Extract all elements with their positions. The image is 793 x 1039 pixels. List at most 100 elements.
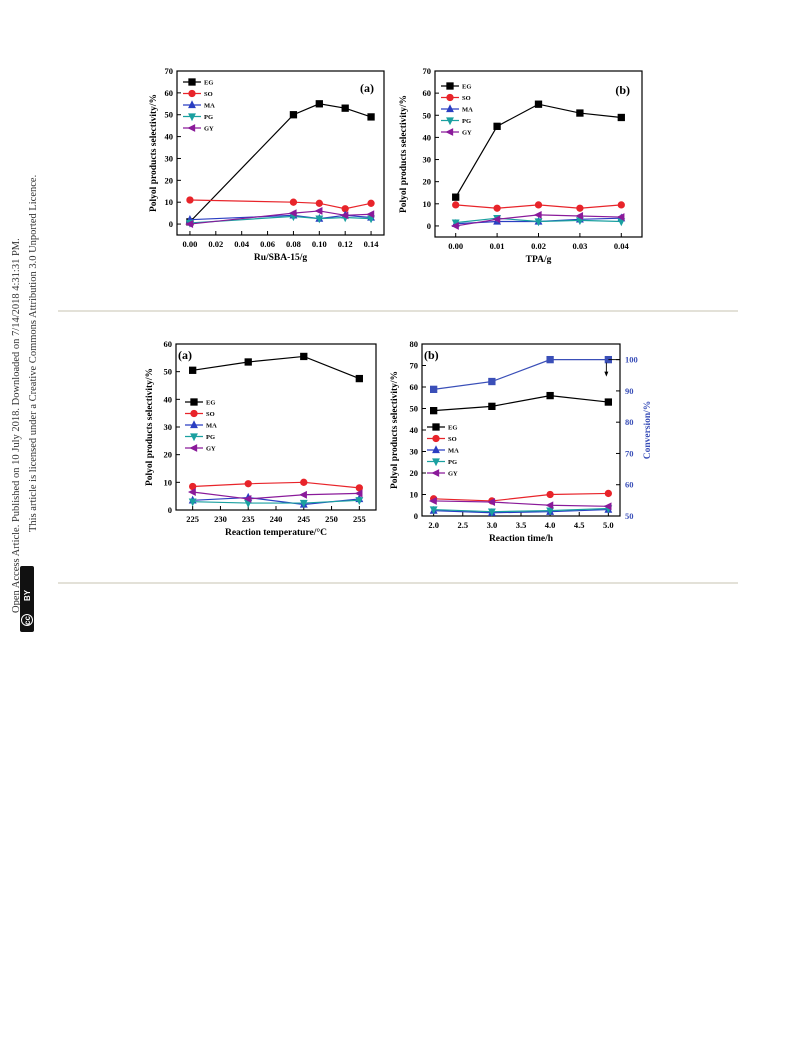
data-point (493, 122, 501, 130)
y-tick-label: 50 (164, 367, 173, 377)
series-line (192, 481, 360, 489)
data-point (604, 398, 613, 406)
data-point (300, 478, 308, 486)
legend-item: GY (441, 128, 472, 137)
data-point (546, 507, 555, 516)
data-point (492, 215, 501, 224)
y-tick-label: 30 (164, 422, 173, 432)
series-gy (450, 210, 625, 230)
x-tick-label: 3.5 (516, 520, 527, 530)
series-eg (429, 391, 613, 415)
legend-marker (446, 104, 454, 113)
x-tick-label: 0.12 (338, 239, 353, 249)
y-tick-label: 40 (165, 132, 174, 142)
legend-item: GY (183, 124, 214, 133)
panel-label: (a) (360, 81, 374, 95)
series-gy (185, 207, 375, 228)
legend-marker (188, 78, 196, 86)
x-tick-label: 0.06 (260, 239, 275, 249)
cc-by-badge[interactable]: cc BY (20, 566, 34, 632)
data-point (354, 489, 363, 498)
x-tick-label: 0.04 (234, 239, 250, 249)
data-point (487, 508, 496, 517)
legend-item: SO (185, 409, 215, 418)
x-tick-label: 0.10 (312, 239, 327, 249)
legend-marker (188, 89, 196, 98)
cc-icon (21, 614, 33, 626)
data-point (340, 211, 349, 220)
y-tick-label: 10 (423, 199, 432, 209)
data-point (488, 377, 496, 386)
legend-item: SO (183, 89, 213, 98)
legend-label: EG (204, 80, 213, 87)
y-tick-label: 0 (169, 219, 173, 229)
legend: EG SO MA PG GY (185, 398, 217, 453)
y-tick-label: 50 (410, 404, 419, 414)
x-tick-label: 225 (186, 514, 199, 524)
data-point (450, 222, 459, 230)
y-tick-label: 60 (423, 88, 432, 98)
legend-item: SO (427, 434, 457, 443)
data-point (533, 210, 542, 219)
panel-label: (b) (615, 83, 630, 97)
data-point (188, 498, 197, 507)
legend-label: PG (462, 118, 471, 125)
legend-label: MA (462, 107, 473, 114)
legend-item: EG (441, 82, 471, 91)
x-axis-label: Reaction time/h (489, 534, 554, 544)
legend-label: MA (448, 448, 459, 455)
series-eg (189, 352, 363, 383)
data-point (575, 212, 584, 220)
legend-label: PG (204, 114, 213, 121)
x-axis-label: Ru/SBA-15/g (254, 253, 308, 263)
x-tick-label: 0.00 (183, 239, 198, 249)
data-point (366, 210, 375, 219)
legend-label: MA (206, 423, 217, 430)
y2-tick-label: 70 (625, 448, 634, 458)
y-tick-label: 30 (165, 153, 174, 163)
legend-marker (190, 433, 198, 442)
legend-label: PG (448, 459, 457, 466)
data-point (429, 407, 438, 415)
x-tick-label: 2.5 (457, 520, 468, 530)
legend-marker (190, 409, 198, 418)
x-tick-label: 0.02 (531, 241, 546, 251)
legend-marker (432, 458, 440, 467)
legend-marker (188, 113, 196, 122)
data-point (488, 402, 496, 410)
data-point (314, 207, 323, 215)
x-tick-label: 3.0 (487, 520, 498, 530)
y-tick-label: 0 (427, 221, 431, 231)
legend-marker (446, 93, 454, 102)
legend-marker (189, 444, 198, 452)
chart-panel-4: 2.0 2.5 3.0 3.5 4.0 4.5 5.0 0 10 20 30 40 50 60 70 80 Re… (390, 339, 653, 544)
series-line (433, 507, 609, 513)
legend-item: SO (441, 93, 471, 102)
series-line (433, 508, 609, 514)
legend-label: GY (462, 130, 472, 137)
series-line (433, 359, 609, 390)
y-tick-label: 10 (164, 477, 173, 487)
x-tick-label: 0.08 (286, 239, 301, 249)
legend-item: PG (441, 117, 471, 126)
legend-marker (446, 117, 454, 126)
y-tick-label: 20 (164, 450, 173, 460)
legend-marker (445, 128, 454, 136)
data-point (186, 196, 194, 204)
x-tick-label: 0.03 (572, 241, 587, 251)
x-tick-label: 250 (325, 514, 338, 524)
data-point (534, 218, 543, 227)
x-tick-label: 4.0 (545, 520, 556, 530)
legend-marker (190, 420, 198, 429)
y-tick-label: 40 (423, 132, 432, 142)
series-so (189, 478, 363, 492)
series-line (433, 394, 609, 412)
y-axis-label: Polyol products selectivity/% (149, 94, 159, 212)
legend-label: GY (204, 126, 214, 133)
legend-item: EG (185, 398, 215, 407)
y2-tick-label: 50 (625, 511, 634, 521)
y-tick-label: 10 (410, 490, 419, 500)
y-axis-label: Polyol products selectivity/% (145, 368, 155, 486)
data-point (289, 111, 298, 119)
series-line (455, 103, 622, 198)
